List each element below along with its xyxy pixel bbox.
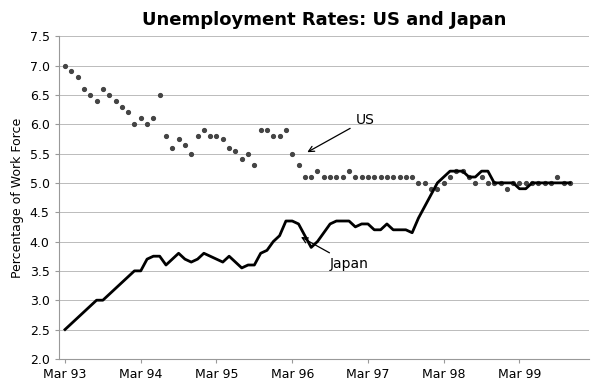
Y-axis label: Percentage of Work Force: Percentage of Work Force xyxy=(11,118,24,278)
Title: Unemployment Rates: US and Japan: Unemployment Rates: US and Japan xyxy=(142,11,506,29)
Text: Japan: Japan xyxy=(302,238,369,271)
Text: US: US xyxy=(308,113,374,152)
